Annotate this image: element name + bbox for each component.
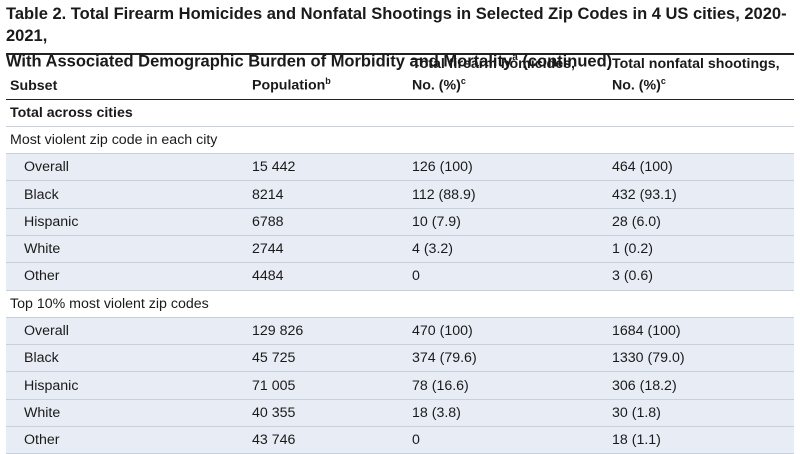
header-shootings: Total nonfatal shootings, No. (%)c [608,55,794,99]
cell-subset: White [6,235,248,263]
cell-subset: White [6,399,248,427]
cell-subset: Black [6,344,248,372]
table-row: Other 4484 0 3 (0.6) [6,262,794,291]
cell-shootings: 432 (93.1) [608,180,794,209]
cell-subset: Black [6,180,248,209]
table-row: Overall 15 442 126 (100) 464 (100) [6,153,794,181]
table-row: White 40 355 18 (3.8) 30 (1.8) [6,399,794,427]
cell-shootings: 464 (100) [608,153,794,181]
cell-homicides: 112 (88.9) [408,180,608,209]
title-rule [6,53,794,55]
group-row-most-violent: Most violent zip code in each city [6,126,794,154]
header-population: Populationb [248,55,408,99]
cell-homicides: 470 (100) [408,317,608,345]
table-row: Black 8214 112 (88.9) 432 (93.1) [6,180,794,209]
cell-population: 43 746 [248,426,408,454]
cell-shootings: 1330 (79.0) [608,344,794,372]
table-row: Black 45 725 374 (79.6) 1330 (79.0) [6,344,794,372]
cell-subset: Overall [6,317,248,345]
cell-homicides: 126 (100) [408,153,608,181]
cell-homicides: 0 [408,426,608,454]
header-shootings-sup: c [660,75,666,86]
cell-homicides: 0 [408,262,608,291]
header-row: Subset Populationb Total firearm homicid… [6,55,794,99]
cell-shootings: 1 (0.2) [608,235,794,263]
header-shootings-line2: No. (%) [612,77,661,94]
title-footnote-marker: a [512,52,518,63]
header-shootings-line1: Total nonfatal shootings, [612,55,780,72]
cell-shootings: 28 (6.0) [608,208,794,236]
header-homicides-line2: No. (%) [412,77,461,94]
section-row-total-across-cities: Total across cities [6,99,794,127]
table-title-line1: Table 2. Total Firearm Homicides and Non… [6,5,787,45]
header-homicides-sup: c [460,75,466,86]
group-row-top10: Top 10% most violent zip codes [6,290,794,318]
data-table: Subset Populationb Total firearm homicid… [6,55,794,454]
header-homicides-line1: Total firearm homicides, [412,55,575,72]
header-homicides: Total firearm homicides, No. (%)c [408,55,608,99]
cell-population: 4484 [248,262,408,291]
cell-population: 71 005 [248,371,408,400]
cell-population: 6788 [248,208,408,236]
cell-shootings: 306 (18.2) [608,371,794,400]
table-title: Table 2. Total Firearm Homicides and Non… [0,0,800,71]
header-population-sup: b [325,75,331,86]
header-subset: Subset [10,77,58,94]
cell-shootings: 3 (0.6) [608,262,794,291]
cell-shootings: 1684 (100) [608,317,794,345]
group-label: Top 10% most violent zip codes [6,290,794,318]
cell-homicides: 78 (16.6) [408,371,608,400]
cell-population: 15 442 [248,153,408,181]
cell-homicides: 18 (3.8) [408,399,608,427]
table-row: White 2744 4 (3.2) 1 (0.2) [6,235,794,263]
cell-population: 45 725 [248,344,408,372]
header-population-text: Population [252,77,326,94]
cell-subset: Overall [6,153,248,181]
cell-homicides: 374 (79.6) [408,344,608,372]
cell-population: 8214 [248,180,408,209]
cell-shootings: 18 (1.1) [608,426,794,454]
cell-population: 129 826 [248,317,408,345]
cell-subset: Other [6,426,248,454]
cell-shootings: 30 (1.8) [608,399,794,427]
cell-population: 2744 [248,235,408,263]
cell-subset: Hispanic [6,208,248,236]
table-row: Hispanic 6788 10 (7.9) 28 (6.0) [6,208,794,236]
table-title-line2: With Associated Demographic Burden of Mo… [6,47,794,73]
table-title-suffix: (continued) [517,52,613,71]
cell-population: 40 355 [248,399,408,427]
cell-subset: Hispanic [6,371,248,400]
group-label: Most violent zip code in each city [6,126,794,154]
cell-homicides: 4 (3.2) [408,235,608,263]
table-row: Other 43 746 0 18 (1.1) [6,426,794,454]
section-label: Total across cities [6,99,794,127]
cell-homicides: 10 (7.9) [408,208,608,236]
table-row: Hispanic 71 005 78 (16.6) 306 (18.2) [6,371,794,400]
table-title-line2-text: With Associated Demographic Burden of Mo… [6,52,513,71]
table-row: Overall 129 826 470 (100) 1684 (100) [6,317,794,345]
cell-subset: Other [6,262,248,291]
